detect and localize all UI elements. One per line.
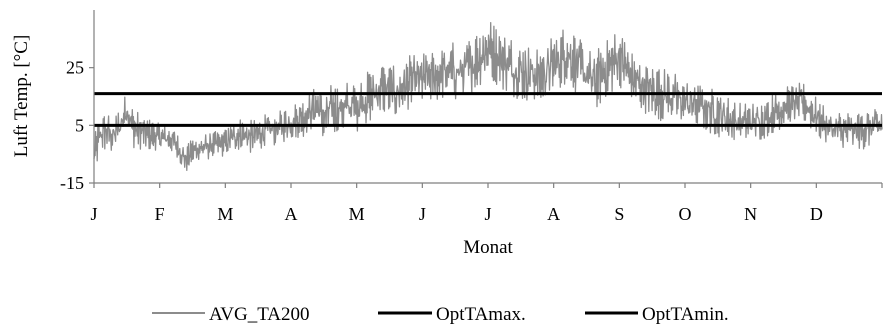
y-axis-title: Luft Temp. [°C] bbox=[11, 35, 32, 158]
tick-labels: -15 5 25 J F M A M J J A S O N D bbox=[60, 58, 823, 224]
x-tick-label: J bbox=[419, 204, 426, 224]
legend-label: OptTAmin. bbox=[642, 304, 729, 325]
legend-item-avg-ta200: AVG_TA200 bbox=[152, 304, 310, 325]
x-tick-label: S bbox=[614, 204, 624, 224]
legend-item-opt-ta-min: OptTAmin. bbox=[585, 304, 729, 325]
x-axis-title: Monat bbox=[463, 237, 513, 258]
x-tick-label: N bbox=[744, 204, 757, 224]
plot-series bbox=[93, 21, 883, 171]
x-tick-label: J bbox=[90, 204, 97, 224]
legend-label: AVG_TA200 bbox=[209, 304, 310, 325]
x-tick-label: A bbox=[547, 204, 560, 224]
series-avg-ta200-line bbox=[93, 21, 883, 171]
legend-item-opt-ta-max: OptTAmax. bbox=[378, 304, 526, 325]
axes bbox=[89, 10, 883, 188]
legend: AVG_TA200 OptTAmax. OptTAmin. bbox=[152, 304, 729, 325]
x-tick-label: J bbox=[484, 204, 491, 224]
x-tick-label: D bbox=[810, 204, 823, 224]
y-tick-label: 5 bbox=[75, 115, 84, 135]
x-tick-label: M bbox=[349, 204, 365, 224]
x-tick-label: F bbox=[155, 204, 165, 224]
legend-label: OptTAmax. bbox=[436, 304, 526, 325]
x-tick-label: M bbox=[217, 204, 233, 224]
y-tick-label: -15 bbox=[60, 173, 84, 193]
x-tick-label: O bbox=[679, 204, 692, 224]
y-tick-label: 25 bbox=[66, 58, 84, 78]
x-tick-label: A bbox=[285, 204, 298, 224]
